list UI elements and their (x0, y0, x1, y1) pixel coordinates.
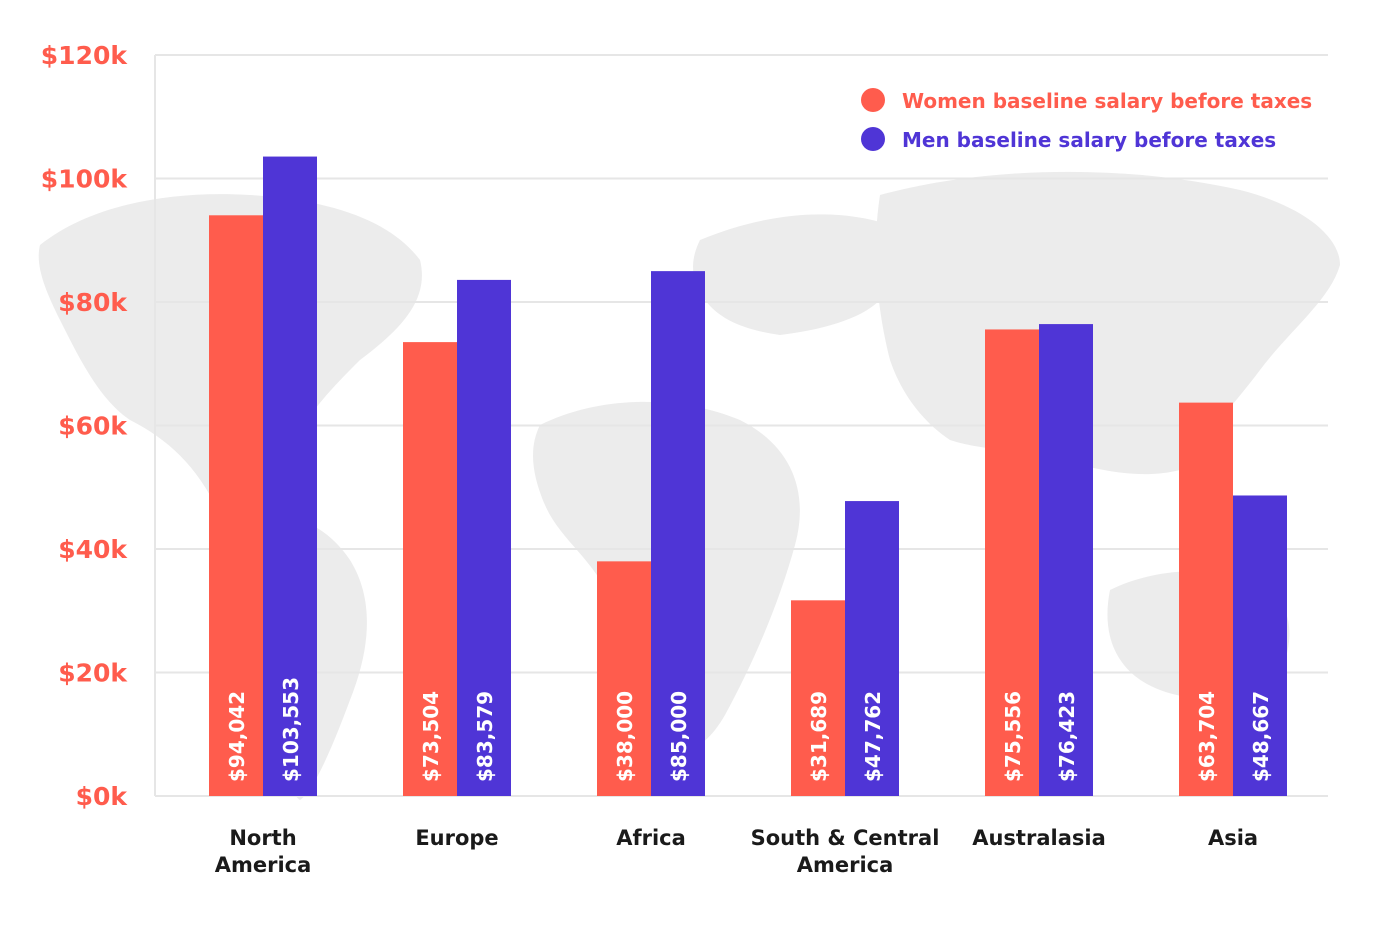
bar-value-label: $47,762 (861, 691, 885, 782)
bar-value-label: $83,579 (473, 691, 497, 782)
x-category-label: South & Central America (751, 826, 940, 877)
y-tick-label: $20k (58, 659, 128, 688)
y-tick-label: $80k (58, 288, 128, 317)
legend: Women baseline salary before taxes Men ba… (861, 88, 1312, 152)
bar-women (985, 329, 1039, 796)
x-category-label: Asia (1208, 826, 1258, 850)
y-axis: $0k $20k $40k $60k $80k $100k $120k (41, 41, 156, 811)
bar-women (597, 561, 651, 796)
x-category-label-line: South & Central (751, 826, 940, 850)
bar-men (263, 156, 317, 796)
x-category-label-line: America (797, 853, 894, 877)
bar-value-label: $63,704 (1195, 691, 1219, 782)
bar-value-label: $31,689 (807, 691, 831, 782)
y-tick-label: $40k (58, 535, 128, 564)
legend-swatch-women (861, 88, 885, 112)
bars (209, 156, 1287, 797)
bar-women (403, 342, 457, 796)
map-continent-shape (875, 171, 1340, 475)
x-category-label-line: Africa (616, 826, 686, 850)
bar-value-label: $103,553 (279, 677, 303, 782)
map-continent-shape (693, 214, 909, 335)
x-category-label-line: Australasia (972, 826, 1106, 850)
y-tick-label: $0k (76, 782, 129, 811)
y-tick-label: $120k (41, 41, 129, 70)
legend-swatch-men (861, 127, 885, 151)
legend-label-women: Women baseline salary before taxes (902, 89, 1312, 113)
bar-value-label: $38,000 (613, 691, 637, 782)
bar-men (1039, 324, 1093, 796)
x-category-label: Australasia (972, 826, 1106, 850)
bar-value-label: $85,000 (667, 691, 691, 782)
bar-men (845, 501, 899, 796)
bar-value-label: $75,556 (1001, 691, 1025, 782)
gridlines (155, 54, 1328, 797)
bar-men (1233, 495, 1287, 796)
y-tick-label: $100k (41, 165, 129, 194)
x-category-label: Africa (616, 826, 686, 850)
bar-men (457, 279, 511, 797)
x-category-label: Europe (415, 826, 498, 850)
bar-women (209, 215, 263, 796)
legend-label-men: Men baseline salary before taxes (902, 128, 1276, 152)
bar-value-label: $48,667 (1249, 691, 1273, 782)
bar-value-label: $73,504 (419, 691, 443, 782)
x-category-label-line: Asia (1208, 826, 1258, 850)
bar-value-label: $94,042 (225, 691, 249, 782)
bar-value-labels: $94,042 $73,504 $38,000 $31,689 $75,556 $63,7… (225, 677, 1273, 782)
bar-women (791, 600, 845, 796)
x-category-label-line: America (215, 853, 312, 877)
bar-value-label: $76,423 (1055, 691, 1079, 782)
x-axis: North America Europe Africa South & Central A… (215, 826, 1258, 877)
bar-women (1179, 402, 1233, 796)
bar-men (651, 271, 705, 796)
y-tick-label: $60k (58, 412, 128, 441)
x-category-label-line: North (229, 826, 296, 850)
x-category-label: North America (215, 826, 312, 877)
x-category-label-line: Europe (415, 826, 498, 850)
